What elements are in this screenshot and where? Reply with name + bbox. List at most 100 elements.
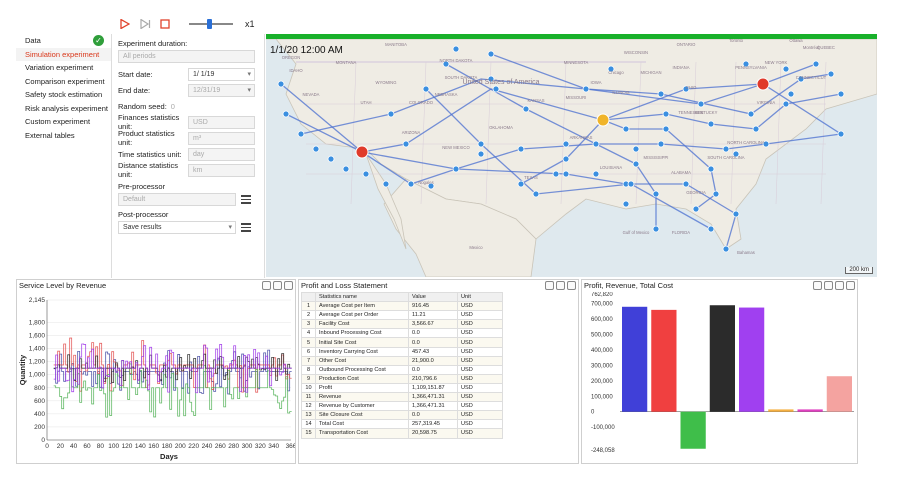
table-row[interactable]: 11 Revenue 1,366,471.31 USD — [301, 392, 503, 403]
customer-marker[interactable] — [492, 85, 500, 93]
sidebar-item-simulation-experiment[interactable]: Simulation experiment — [16, 47, 111, 61]
customer-marker[interactable] — [652, 190, 660, 198]
customer-marker[interactable] — [622, 200, 630, 208]
customer-marker[interactable] — [752, 125, 760, 133]
factory-marker[interactable] — [355, 145, 369, 159]
column-header[interactable]: Unit — [457, 291, 503, 303]
column-header[interactable] — [301, 291, 316, 303]
settings-icon[interactable] — [273, 281, 282, 290]
customer-marker[interactable] — [722, 245, 730, 253]
customer-marker[interactable] — [782, 65, 790, 73]
customer-marker[interactable] — [387, 110, 395, 118]
table-row[interactable]: 3 Facility Cost 3,566.67 USD — [301, 319, 503, 330]
customer-marker[interactable] — [712, 190, 720, 198]
customer-marker[interactable] — [837, 90, 845, 98]
bar-3[interactable] — [709, 305, 735, 412]
bar-1[interactable] — [651, 309, 677, 412]
customer-marker[interactable] — [442, 60, 450, 68]
copy-icon[interactable] — [556, 281, 565, 290]
customer-marker[interactable] — [682, 85, 690, 93]
customer-marker[interactable] — [762, 140, 770, 148]
preprocessor-field[interactable]: Default — [118, 193, 236, 206]
customer-marker[interactable] — [277, 80, 285, 88]
customer-marker[interactable] — [532, 190, 540, 198]
bar-2[interactable] — [680, 411, 706, 449]
settings-icon[interactable] — [545, 281, 554, 290]
customer-marker[interactable] — [797, 75, 805, 83]
customer-marker[interactable] — [742, 60, 750, 68]
customer-marker[interactable] — [562, 170, 570, 178]
speed-slider[interactable] — [189, 18, 233, 30]
customer-marker[interactable] — [562, 155, 570, 163]
sidebar-item-custom-experiment[interactable]: Custom experiment — [16, 115, 111, 129]
customer-marker[interactable] — [407, 180, 415, 188]
time-unit-field[interactable]: day — [188, 147, 255, 161]
bar-5[interactable] — [768, 409, 794, 412]
table-row[interactable]: 13 Site Closure Cost 0.0 USD — [301, 410, 503, 421]
customer-marker[interactable] — [707, 120, 715, 128]
customer-marker[interactable] — [732, 210, 740, 218]
table-row[interactable]: 2 Average Cost per Order 11.21 USD — [301, 310, 503, 321]
sidebar-item-comparison-experiment[interactable]: Comparison experiment — [16, 75, 111, 89]
customer-marker[interactable] — [607, 65, 615, 73]
stop-button[interactable] — [159, 18, 171, 30]
speed-slider-thumb[interactable] — [207, 19, 212, 29]
customer-marker[interactable] — [827, 70, 835, 78]
simulation-map[interactable]: MANITOBA ONTARIO QUEBEC NORTH DAKOTA MONTANA… — [266, 34, 877, 277]
customer-marker[interactable] — [632, 160, 640, 168]
customer-marker[interactable] — [812, 60, 820, 68]
customer-marker[interactable] — [592, 140, 600, 148]
random-seed-field[interactable]: 0 — [170, 101, 175, 111]
table-row[interactable]: 4 Inbound Processing Cost 0.0 USD — [301, 328, 503, 339]
table-row[interactable]: 5 Initial Site Cost 0.0 USD — [301, 337, 503, 348]
customer-marker[interactable] — [517, 145, 525, 153]
postprocessor-dropdown[interactable]: Save results — [118, 221, 236, 234]
sidebar-item-risk-analysis-experiment[interactable]: Risk analysis experiment — [16, 102, 111, 116]
customer-marker[interactable] — [327, 155, 335, 163]
customer-marker[interactable] — [592, 170, 600, 178]
sidebar-item-safety-stock-estimation[interactable]: Safety stock estimation — [16, 88, 111, 102]
customer-marker[interactable] — [582, 85, 590, 93]
customer-marker[interactable] — [402, 140, 410, 148]
customer-marker[interactable] — [362, 170, 370, 178]
column-header[interactable]: Statistics name — [315, 291, 409, 303]
customer-marker[interactable] — [517, 180, 525, 188]
preprocessor-menu-button[interactable] — [239, 193, 253, 206]
table-row[interactable]: 10 Profit 1,109,151.87 USD — [301, 382, 503, 394]
expand-icon[interactable] — [846, 281, 855, 290]
customer-marker[interactable] — [452, 165, 460, 173]
customer-marker[interactable] — [692, 205, 700, 213]
distance-unit-field[interactable]: km — [188, 163, 255, 177]
customer-marker[interactable] — [422, 85, 430, 93]
customer-marker[interactable] — [697, 100, 705, 108]
customer-marker[interactable] — [662, 110, 670, 118]
expand-icon[interactable] — [567, 281, 576, 290]
customer-marker[interactable] — [682, 180, 690, 188]
table-row[interactable]: 14 Total Cost 257,319.45 USD — [301, 419, 503, 430]
legend-icon[interactable] — [262, 281, 271, 290]
end-date-field[interactable]: 12/31/19 — [188, 83, 255, 97]
customer-marker[interactable] — [522, 105, 530, 113]
play-button[interactable] — [119, 18, 131, 30]
customer-marker[interactable] — [627, 180, 635, 188]
bar-0[interactable] — [622, 306, 648, 412]
customer-marker[interactable] — [297, 130, 305, 138]
customer-marker[interactable] — [747, 110, 755, 118]
customer-marker[interactable] — [657, 90, 665, 98]
table-row[interactable]: 6 Inventory Carrying Cost 457.43 USD — [301, 346, 503, 357]
sidebar-item-external-tables[interactable]: External tables — [16, 129, 111, 143]
customer-marker[interactable] — [312, 145, 320, 153]
customer-marker[interactable] — [552, 170, 560, 178]
table-row[interactable]: 12 Revenue by Customer 1,366,471.31 USD — [301, 401, 503, 412]
customer-marker[interactable] — [452, 45, 460, 53]
bar-6[interactable] — [797, 409, 823, 412]
customer-marker[interactable] — [427, 182, 435, 190]
table-row[interactable]: 15 Transportation Cost 20,598.75 USD — [301, 428, 503, 439]
customer-marker[interactable] — [477, 150, 485, 158]
table-row[interactable]: 1 Average Cost per Item 916.45 USD — [301, 301, 503, 312]
table-row[interactable]: 9 Production Cost 210,796.6 USD — [301, 373, 503, 384]
postprocessor-menu-button[interactable] — [239, 221, 253, 234]
product-unit-field[interactable]: m³ — [188, 131, 255, 145]
customer-marker[interactable] — [837, 130, 845, 138]
customer-marker[interactable] — [632, 145, 640, 153]
